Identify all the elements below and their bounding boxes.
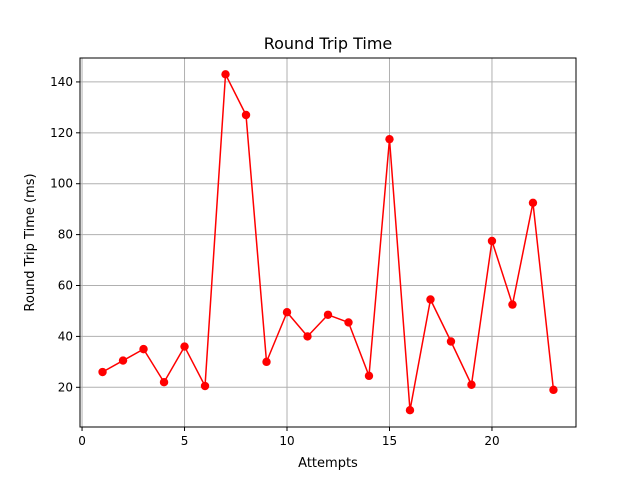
y-tick-label: 40 bbox=[58, 329, 73, 343]
grid-layer bbox=[80, 58, 576, 427]
data-point bbox=[385, 134, 394, 144]
data-point bbox=[446, 337, 456, 346]
data-point bbox=[344, 318, 353, 327]
data-point bbox=[467, 380, 476, 389]
chart-title: Round Trip Time bbox=[264, 34, 393, 53]
plot-frame bbox=[79, 57, 577, 428]
y-tick-label: 80 bbox=[58, 228, 73, 242]
y-tick-label: 120 bbox=[50, 126, 73, 140]
data-point bbox=[98, 367, 107, 377]
y-tick-label: 100 bbox=[50, 177, 73, 191]
x-tick-label: 20 bbox=[484, 434, 499, 448]
data-point bbox=[282, 308, 292, 317]
data-point bbox=[303, 332, 312, 341]
x-tick-label: 0 bbox=[78, 434, 86, 448]
data-point bbox=[508, 300, 517, 309]
y-tick-label: 20 bbox=[58, 380, 73, 394]
y-axis-label: Round Trip Time (ms) bbox=[23, 173, 38, 311]
data-point bbox=[323, 310, 333, 319]
plot-area bbox=[80, 58, 576, 427]
x-axis-label: Attempts bbox=[298, 456, 358, 471]
y-tick-label: 140 bbox=[50, 75, 73, 89]
x-tick-label: 15 bbox=[382, 434, 397, 448]
x-tick-label: 10 bbox=[279, 434, 294, 448]
data-point bbox=[180, 342, 189, 351]
data-point bbox=[200, 381, 210, 391]
x-tick-label: 5 bbox=[181, 434, 189, 448]
data-point bbox=[139, 344, 148, 354]
data-point bbox=[426, 295, 435, 304]
data-point bbox=[241, 110, 251, 120]
series-layer bbox=[98, 70, 558, 415]
data-point bbox=[364, 371, 374, 381]
data-point bbox=[221, 70, 230, 79]
data-point bbox=[159, 378, 169, 387]
data-point bbox=[262, 357, 271, 367]
data-point bbox=[549, 385, 558, 395]
data-point bbox=[118, 356, 128, 365]
y-tick-label: 60 bbox=[58, 279, 73, 293]
data-point bbox=[528, 198, 538, 208]
tick-layer: 0 5 10 15 20 20 40 60 80 100 120 140 bbox=[50, 75, 500, 448]
data-point bbox=[405, 406, 415, 415]
data-point bbox=[487, 236, 497, 246]
